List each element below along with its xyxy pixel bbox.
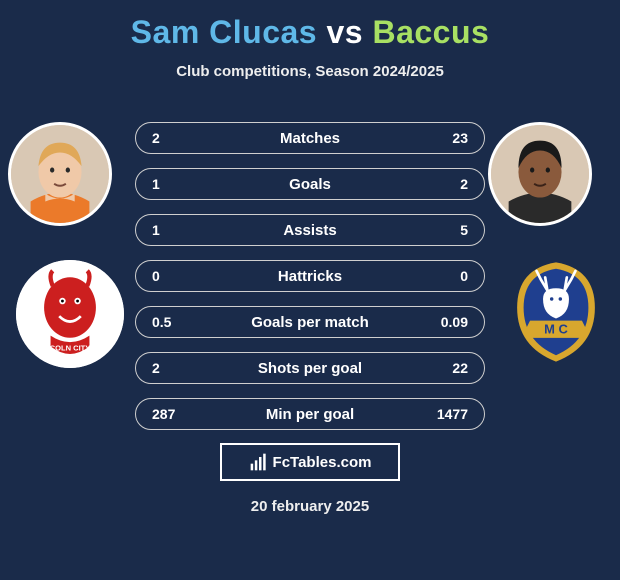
vs-text: vs (326, 14, 363, 50)
stat-right-value: 22 (420, 360, 468, 376)
stat-right-value: 0 (420, 268, 468, 284)
comparison-title: Sam Clucas vs Baccus (0, 0, 620, 51)
club1-text: COLN CITY (50, 344, 91, 353)
date: 20 february 2025 (0, 498, 620, 515)
stat-row: 1 Assists 5 (135, 214, 485, 246)
stats-table: 2 Matches 23 1 Goals 2 1 Assists 5 0 Hat… (135, 122, 485, 430)
stat-right-value: 0.09 (420, 314, 468, 330)
brand-logo[interactable]: FcTables.com (220, 443, 400, 481)
player2-name: Baccus (372, 14, 489, 50)
stat-right-value: 2 (420, 176, 468, 192)
stat-left-value: 0 (152, 268, 200, 284)
stat-left-value: 1 (152, 222, 200, 238)
stat-right-value: 1477 (420, 406, 468, 422)
player2-avatar (488, 122, 592, 226)
stat-left-value: 2 (152, 130, 200, 146)
player1-avatar (8, 122, 112, 226)
stat-right-value: 23 (420, 130, 468, 146)
stat-left-value: 287 (152, 406, 200, 422)
stat-row: 0.5 Goals per match 0.09 (135, 306, 485, 338)
player1-name: Sam Clucas (131, 14, 317, 50)
club2-monogram: M C (544, 322, 568, 337)
subtitle: Club competitions, Season 2024/2025 (0, 63, 620, 80)
stat-row: 2 Matches 23 (135, 122, 485, 154)
stat-row: 287 Min per goal 1477 (135, 398, 485, 430)
club2-logo: M C (502, 258, 610, 366)
stat-label: Goals (200, 176, 420, 193)
stat-label: Hattricks (200, 268, 420, 285)
stat-left-value: 0.5 (152, 314, 200, 330)
stat-left-value: 1 (152, 176, 200, 192)
stat-label: Goals per match (200, 314, 420, 331)
stat-label: Min per goal (200, 406, 420, 423)
stat-row: 0 Hattricks 0 (135, 260, 485, 292)
stat-label: Shots per goal (200, 360, 420, 377)
stat-label: Matches (200, 130, 420, 147)
club1-logo: COLN CITY (16, 260, 124, 368)
brand-text: FcTables.com (273, 454, 372, 471)
barchart-icon (249, 452, 269, 472)
stat-left-value: 2 (152, 360, 200, 376)
stat-row: 2 Shots per goal 22 (135, 352, 485, 384)
stat-row: 1 Goals 2 (135, 168, 485, 200)
stat-label: Assists (200, 222, 420, 239)
stat-right-value: 5 (420, 222, 468, 238)
